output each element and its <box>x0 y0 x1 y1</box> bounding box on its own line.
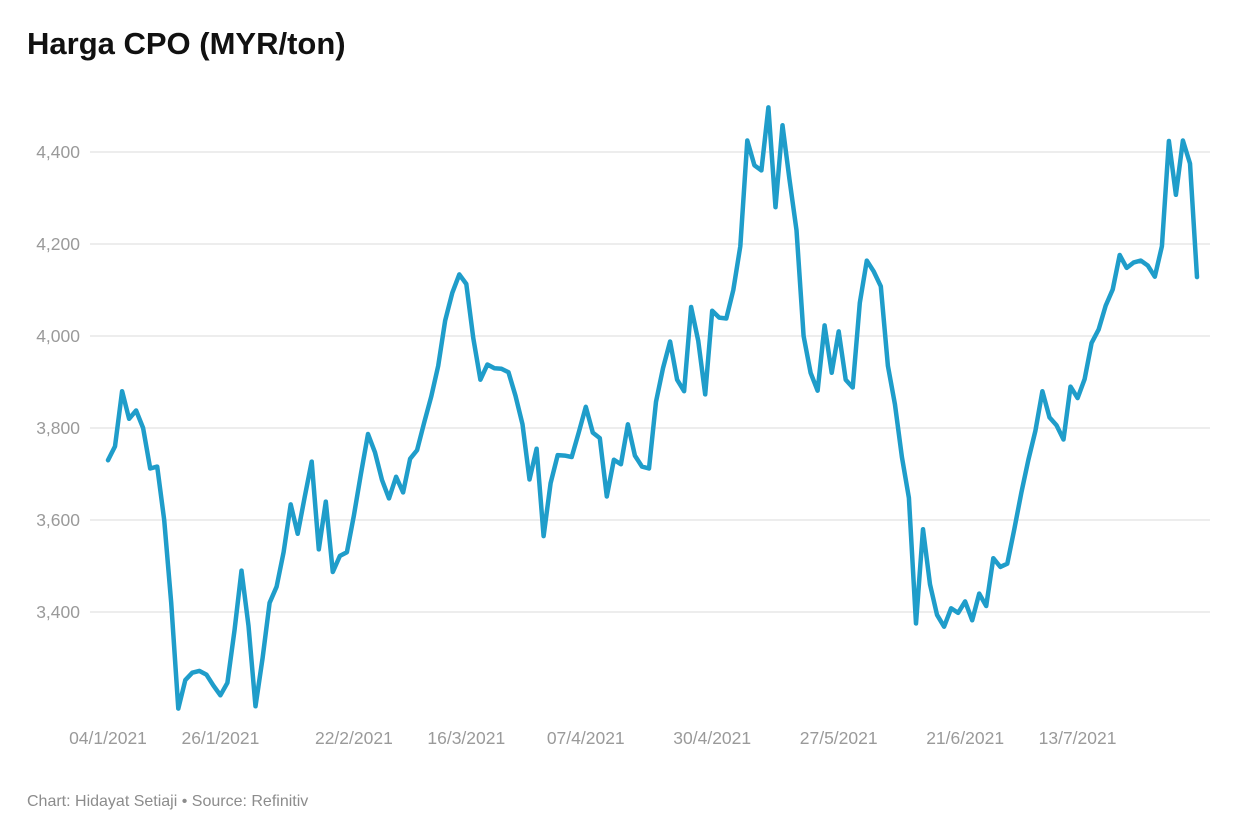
x-axis-tick-label: 21/6/2021 <box>926 728 1004 748</box>
y-axis-tick-label: 4,000 <box>36 326 80 346</box>
chart-credit-source: Chart: Hidayat Setiaji • Source: Refinit… <box>27 793 309 810</box>
x-axis-tick-label: 13/7/2021 <box>1039 728 1117 748</box>
x-axis-tick-label: 26/1/2021 <box>181 728 259 748</box>
y-axis-tick-label: 3,800 <box>36 418 80 438</box>
x-axis-tick-label: 30/4/2021 <box>673 728 751 748</box>
x-axis-tick-label: 16/3/2021 <box>427 728 505 748</box>
x-axis-tick-label: 22/2/2021 <box>315 728 393 748</box>
price-line <box>105 105 1200 711</box>
x-axis-tick-label: 04/1/2021 <box>69 728 147 748</box>
y-axis-tick-label: 3,600 <box>36 510 80 530</box>
chart-title: Harga CPO (MYR/ton) <box>27 26 346 61</box>
x-axis-tick-label: 27/5/2021 <box>800 728 878 748</box>
y-axis-tick-label: 4,200 <box>36 234 80 254</box>
y-axis-tick-label: 4,400 <box>36 142 80 162</box>
x-axis-tick-label: 07/4/2021 <box>547 728 625 748</box>
y-axis-tick-label: 3,400 <box>36 602 80 622</box>
